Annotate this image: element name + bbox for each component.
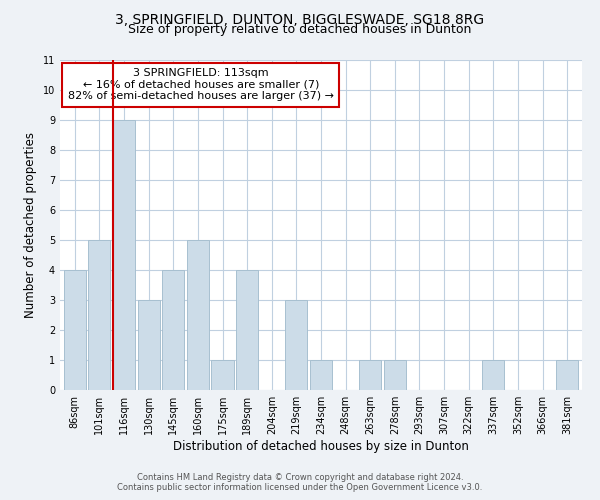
Bar	[236, 270, 258, 390]
Bar	[88, 240, 110, 390]
X-axis label: Distribution of detached houses by size in Dunton: Distribution of detached houses by size …	[173, 440, 469, 453]
Bar	[64, 270, 86, 390]
Bar	[285, 300, 307, 390]
Bar	[556, 360, 578, 390]
Bar	[137, 300, 160, 390]
Bar	[162, 270, 184, 390]
Text: Size of property relative to detached houses in Dunton: Size of property relative to detached ho…	[128, 24, 472, 36]
Bar	[310, 360, 332, 390]
Bar	[113, 120, 135, 390]
Text: Contains HM Land Registry data © Crown copyright and database right 2024.
Contai: Contains HM Land Registry data © Crown c…	[118, 473, 482, 492]
Text: 3, SPRINGFIELD, DUNTON, BIGGLESWADE, SG18 8RG: 3, SPRINGFIELD, DUNTON, BIGGLESWADE, SG1…	[115, 12, 485, 26]
Bar	[359, 360, 382, 390]
Y-axis label: Number of detached properties: Number of detached properties	[25, 132, 37, 318]
Bar	[482, 360, 505, 390]
Text: 3 SPRINGFIELD: 113sqm
← 16% of detached houses are smaller (7)
82% of semi-detac: 3 SPRINGFIELD: 113sqm ← 16% of detached …	[68, 68, 334, 102]
Bar	[384, 360, 406, 390]
Bar	[211, 360, 233, 390]
Bar	[187, 240, 209, 390]
